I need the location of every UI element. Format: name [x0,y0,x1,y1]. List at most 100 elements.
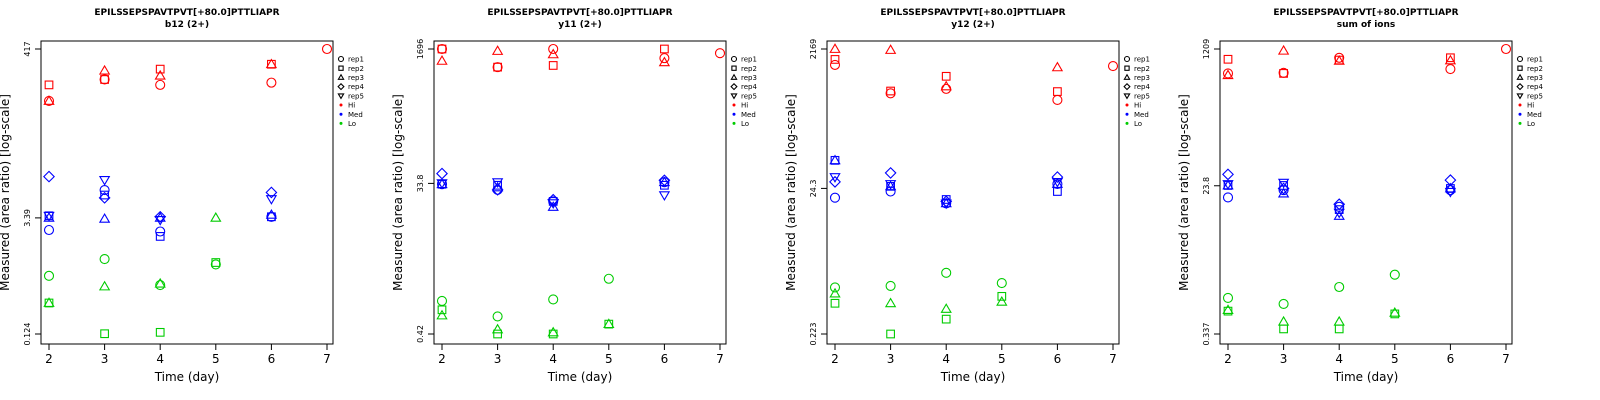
data-point-hi-rep2 [44,80,54,90]
data-point-med-rep5 [265,195,278,205]
data-point-hi-rep1 [941,83,952,94]
x-tick-label: 6 [661,352,669,366]
data-point-lo-rep3 [210,211,222,222]
x-axis-label: Time (day) [1333,370,1399,384]
x-tick-label: 7 [1502,352,1510,366]
data-point-lo-rep1 [603,273,614,284]
legend-label: Lo [348,120,356,128]
legend-symbol-rep2 [338,65,344,71]
data-point-med-rep1 [1222,192,1234,203]
x-tick-label: 4 [942,352,950,366]
data-point-med-rep5 [1444,187,1457,198]
legend-symbol-med [732,112,736,116]
legend-label: rep2 [348,65,364,73]
data-point-lo-rep2 [997,291,1007,301]
legend-label: rep4 [1527,83,1543,91]
data-point-med-rep5 [1051,177,1064,188]
legend-label: rep5 [1134,92,1150,100]
data-point-lo-rep3 [436,309,448,320]
legend-symbol-rep1 [1516,55,1524,63]
data-point-lo-rep1 [436,295,448,307]
data-point-lo-rep1 [1334,281,1345,293]
data-point-med-rep5 [154,215,166,226]
legend-symbol-rep4 [1123,82,1131,91]
y-tick-label: 1209 [1202,39,1211,59]
x-tick-label: 7 [1109,352,1117,366]
data-point-med-rep5 [884,180,897,190]
plot-frame [1219,40,1513,345]
data-point-lo-rep2 [493,329,502,339]
legend-symbol-hi [339,103,343,107]
data-point-lo-rep3 [603,318,615,329]
x-axis-label: Time (day) [154,370,220,384]
legend-label: rep3 [741,74,757,82]
y-tick-label: 3.39 [23,209,32,227]
legend-symbol-lo [1518,121,1522,125]
x-tick-label: 2 [45,352,53,366]
legend-symbol-rep2 [731,65,737,71]
data-point-lo-rep1 [1389,269,1400,280]
data-point-hi-rep2 [660,44,669,54]
plot-frame [40,40,334,345]
x-axis-label: Time (day) [547,370,613,384]
legend-label: rep1 [741,56,757,64]
legend-label: Hi [348,102,355,110]
data-point-med-rep4 [658,174,671,187]
x-tick-label: 7 [323,352,331,366]
data-point-hi-rep3 [884,44,897,54]
y-tick-label: 2169 [809,39,818,59]
data-point-lo-rep1 [99,253,110,265]
y-axis-label: Measured (area ratio) [log-scale] [784,94,798,291]
x-tick-label: 3 [887,352,895,366]
y-tick-label: 0.223 [809,323,818,346]
data-point-lo-rep1 [492,311,503,322]
data-point-hi-rep1 [659,53,670,64]
data-point-hi-rep3 [98,64,111,75]
data-point-hi-rep1 [99,74,110,85]
data-point-hi-rep1 [1334,52,1345,63]
plot-frame [433,40,727,345]
data-point-med-rep3 [98,213,111,223]
legend-symbol-hi [1125,103,1129,107]
y-tick-label: 24.3 [809,179,818,197]
data-point-hi-rep3 [1333,55,1345,65]
data-point-lo-rep3 [547,326,559,337]
data-point-med-rep4 [98,191,111,204]
legend-label: Hi [741,102,748,110]
legend-symbol-rep1 [1123,55,1131,63]
x-tick-label: 5 [605,352,613,366]
x-tick-label: 5 [1391,352,1399,366]
data-point-med-rep4 [829,175,841,188]
y-tick-label: 0.124 [23,323,32,346]
data-point-hi-rep1 [266,77,277,88]
x-tick-label: 3 [1280,352,1288,366]
data-point-hi-rep3 [1222,69,1234,80]
legend-label: Lo [741,120,749,128]
data-point-lo-rep2 [941,314,951,324]
legend-symbol-hi [1518,103,1522,107]
plot-frame [826,40,1120,345]
x-axis-label: Time (day) [940,370,1006,384]
data-point-hi-rep3 [154,69,166,80]
data-point-med-rep3 [265,209,278,219]
legend-label: Med [1134,111,1149,119]
y-tick-label: 1696 [416,39,425,59]
legend-symbol-med [1125,112,1129,116]
data-point-lo-rep3 [1333,315,1345,326]
x-tick-label: 5 [212,352,220,366]
chart-subtitle: y11 (2+) [558,20,602,30]
chart-panel: EPILSSEPSPAVTPVT[+80.0]PTTLIAPR y12 (2+) 2… [784,8,1150,384]
legend-label: rep2 [741,65,757,73]
x-tick-label: 3 [101,352,109,366]
data-point-med-rep2 [100,190,109,200]
legend-symbol-rep5 [730,93,738,100]
legend-label: rep3 [1527,74,1543,82]
data-point-lo-rep2 [100,329,109,339]
chart-subtitle: b12 (2+) [165,20,209,30]
legend-symbol-rep1 [730,55,738,63]
chart-title: EPILSSEPSPAVTPVT[+80.0]PTTLIAPR [880,8,1065,18]
chart-title: EPILSSEPSPAVTPVT[+80.0]PTTLIAPR [487,8,672,18]
data-point-med-rep5 [547,199,559,209]
legend-symbol-rep3 [337,73,345,80]
